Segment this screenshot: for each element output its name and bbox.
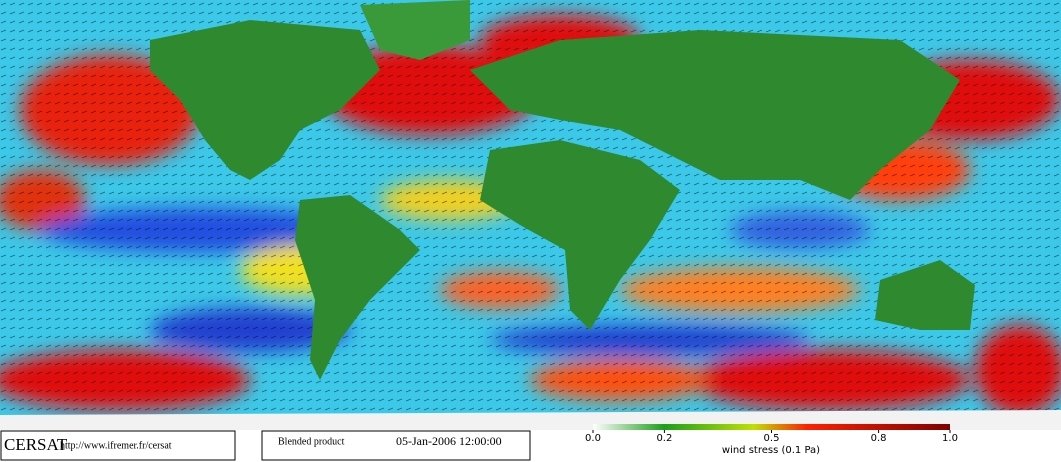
brand: CERSAT: [4, 435, 68, 454]
brand-box: [0, 430, 236, 461]
footer: CERSAT http://www.ifremer.fr/cersat Blen…: [0, 424, 1061, 462]
colorbar-tick-label: 0.0: [585, 433, 601, 444]
url: http://www.ifremer.fr/cersat: [60, 440, 172, 451]
colorbar-tick-label: 0.2: [656, 433, 672, 444]
colorbar-tick-label: 0.5: [764, 433, 780, 444]
datetime: 05-Jan-2006 12:00:00: [396, 434, 502, 448]
colorbar-label: wind stress (0.1 Pa): [722, 445, 820, 456]
product-box: [261, 430, 531, 461]
colorbar: [593, 424, 950, 430]
colorbar-tick-label: 0.8: [871, 433, 887, 444]
product: Blended product: [278, 436, 345, 447]
colorbar-tick-label: 1.0: [942, 433, 958, 444]
